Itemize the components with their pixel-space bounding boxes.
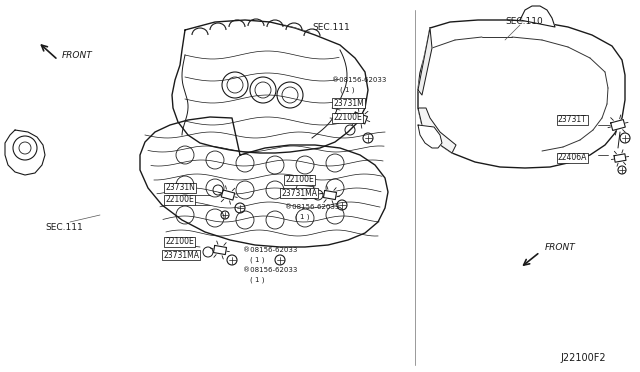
Polygon shape xyxy=(214,246,227,254)
Text: ( 1 ): ( 1 ) xyxy=(250,277,264,283)
Text: 23731N: 23731N xyxy=(165,183,195,192)
Polygon shape xyxy=(323,190,337,200)
Polygon shape xyxy=(520,6,555,27)
Text: 22406A: 22406A xyxy=(558,154,588,163)
Text: 22100E: 22100E xyxy=(165,196,194,205)
Polygon shape xyxy=(611,119,625,131)
Text: FRONT: FRONT xyxy=(545,244,576,253)
Text: FRONT: FRONT xyxy=(62,51,93,60)
Text: ( 1 ): ( 1 ) xyxy=(340,87,355,93)
Polygon shape xyxy=(140,117,388,247)
Polygon shape xyxy=(418,108,456,153)
Text: 22100E: 22100E xyxy=(165,237,194,247)
Text: 22100E: 22100E xyxy=(333,113,362,122)
Polygon shape xyxy=(221,190,235,200)
Text: SEC.111: SEC.111 xyxy=(312,23,349,32)
Polygon shape xyxy=(418,28,432,95)
Text: ( 1 ): ( 1 ) xyxy=(250,257,264,263)
Polygon shape xyxy=(418,20,625,168)
Polygon shape xyxy=(5,130,45,175)
Text: ( 1 ): ( 1 ) xyxy=(295,214,310,220)
Polygon shape xyxy=(172,20,368,153)
Polygon shape xyxy=(614,154,626,162)
Text: 23731M: 23731M xyxy=(333,99,364,108)
Text: 22100E: 22100E xyxy=(285,176,314,185)
Text: ®08156-62033: ®08156-62033 xyxy=(332,77,387,83)
Polygon shape xyxy=(353,112,367,124)
Text: SEC.110: SEC.110 xyxy=(505,17,543,26)
Text: SEC.111: SEC.111 xyxy=(45,224,83,232)
Text: 23731T: 23731T xyxy=(558,115,587,125)
Text: ®08156-62033: ®08156-62033 xyxy=(285,204,339,210)
Text: ®08156-62033: ®08156-62033 xyxy=(243,267,298,273)
Text: ®08156-62033: ®08156-62033 xyxy=(243,247,298,253)
Text: 23731MA: 23731MA xyxy=(163,250,199,260)
Polygon shape xyxy=(418,125,442,148)
Text: 23731MA: 23731MA xyxy=(281,189,317,198)
Text: J22100F2: J22100F2 xyxy=(560,353,605,363)
